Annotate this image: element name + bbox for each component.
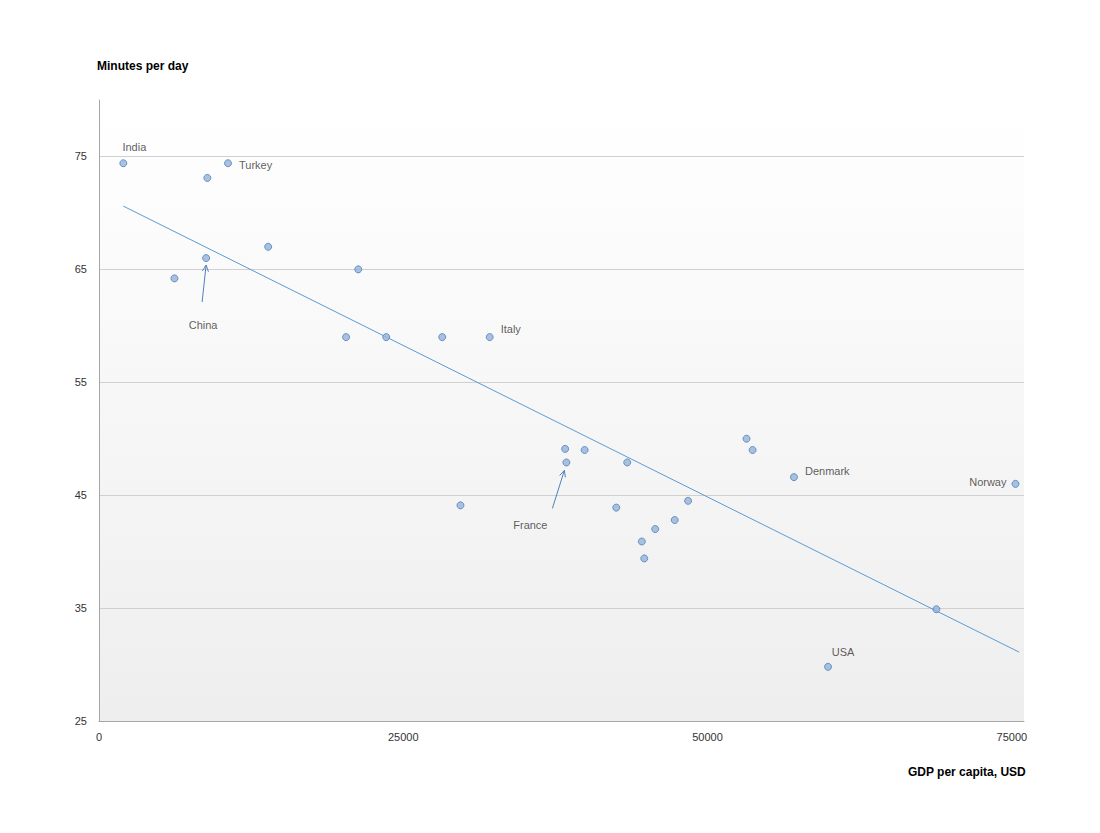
svg-text:25000: 25000: [388, 731, 419, 743]
svg-text:0: 0: [96, 731, 102, 743]
svg-text:China: China: [189, 319, 219, 331]
svg-text:Denmark: Denmark: [805, 465, 850, 477]
svg-text:Minutes per day: Minutes per day: [97, 59, 189, 73]
svg-text:France: France: [513, 519, 547, 531]
svg-text:USA: USA: [832, 646, 855, 658]
svg-text:65: 65: [75, 263, 87, 275]
svg-text:75: 75: [75, 150, 87, 162]
svg-text:75000: 75000: [997, 731, 1028, 743]
svg-text:25: 25: [75, 715, 87, 727]
svg-text:50000: 50000: [692, 731, 723, 743]
svg-text:Turkey: Turkey: [239, 159, 273, 171]
svg-text:India: India: [122, 141, 147, 153]
svg-text:Norway: Norway: [969, 476, 1007, 488]
svg-text:GDP per capita, USD: GDP per capita, USD: [908, 765, 1026, 779]
svg-text:55: 55: [75, 376, 87, 388]
svg-text:35: 35: [75, 602, 87, 614]
svg-text:45: 45: [75, 489, 87, 501]
svg-text:Italy: Italy: [501, 323, 522, 335]
